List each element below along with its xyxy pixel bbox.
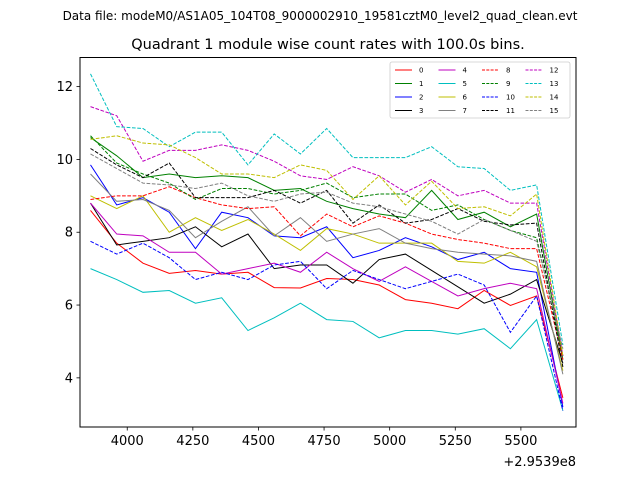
series-line-8 bbox=[90, 186, 564, 360]
x-tick-label: 4000 bbox=[111, 434, 144, 449]
series-line-2 bbox=[90, 164, 564, 408]
legend-label-13: 13 bbox=[550, 80, 559, 88]
series-line-11 bbox=[90, 148, 564, 368]
legend-label-10: 10 bbox=[506, 94, 515, 102]
series-line-0 bbox=[90, 210, 564, 399]
legend-label-0: 0 bbox=[419, 67, 423, 75]
series-line-1 bbox=[90, 137, 564, 360]
series-line-10 bbox=[90, 240, 564, 411]
legend-label-15: 15 bbox=[550, 107, 559, 115]
legend-label-4: 4 bbox=[463, 67, 468, 75]
legend-label-3: 3 bbox=[419, 107, 423, 115]
x-tick-label: 5500 bbox=[504, 434, 537, 449]
series-line-14 bbox=[90, 135, 564, 357]
series-line-6 bbox=[90, 195, 564, 371]
legend-label-5: 5 bbox=[463, 80, 467, 88]
axes-frame bbox=[79, 57, 577, 428]
chart-title: Quadrant 1 module wise count rates with … bbox=[131, 37, 525, 53]
legend-label-14: 14 bbox=[550, 94, 559, 102]
x-tick-label: 4500 bbox=[242, 434, 275, 449]
y-tick-label: 10 bbox=[56, 153, 73, 168]
series-line-4 bbox=[90, 202, 564, 404]
legend-frame bbox=[389, 61, 571, 119]
x-tick-label: 4750 bbox=[308, 434, 341, 449]
legend-label-1: 1 bbox=[419, 80, 423, 88]
legend-label-9: 9 bbox=[506, 80, 510, 88]
series-line-13 bbox=[90, 73, 564, 346]
figure-suptitle: Data file: modeM0/AS1A05_104T08_90000029… bbox=[63, 9, 578, 23]
legend-label-6: 6 bbox=[463, 94, 468, 102]
series-line-15 bbox=[90, 153, 564, 349]
legend-label-12: 12 bbox=[550, 67, 559, 75]
series-line-3 bbox=[90, 202, 564, 364]
y-tick-label: 8 bbox=[65, 226, 73, 241]
y-tick-label: 6 bbox=[65, 299, 73, 314]
x-tick-label: 5250 bbox=[439, 434, 472, 449]
legend-label-8: 8 bbox=[506, 67, 510, 75]
x-offset-label: +2.9539e8 bbox=[503, 455, 576, 470]
y-tick-label: 12 bbox=[56, 80, 73, 95]
series-layer bbox=[90, 73, 564, 411]
legend-label-2: 2 bbox=[419, 94, 423, 102]
series-line-5 bbox=[90, 268, 564, 411]
series-line-12 bbox=[90, 106, 564, 357]
y-tick-label: 4 bbox=[65, 371, 73, 386]
x-tick-label: 4250 bbox=[176, 434, 209, 449]
series-line-9 bbox=[90, 135, 564, 357]
legend-label-11: 11 bbox=[506, 107, 515, 115]
x-tick-label: 5000 bbox=[373, 434, 406, 449]
legend-label-7: 7 bbox=[463, 107, 467, 115]
series-line-7 bbox=[90, 173, 564, 375]
